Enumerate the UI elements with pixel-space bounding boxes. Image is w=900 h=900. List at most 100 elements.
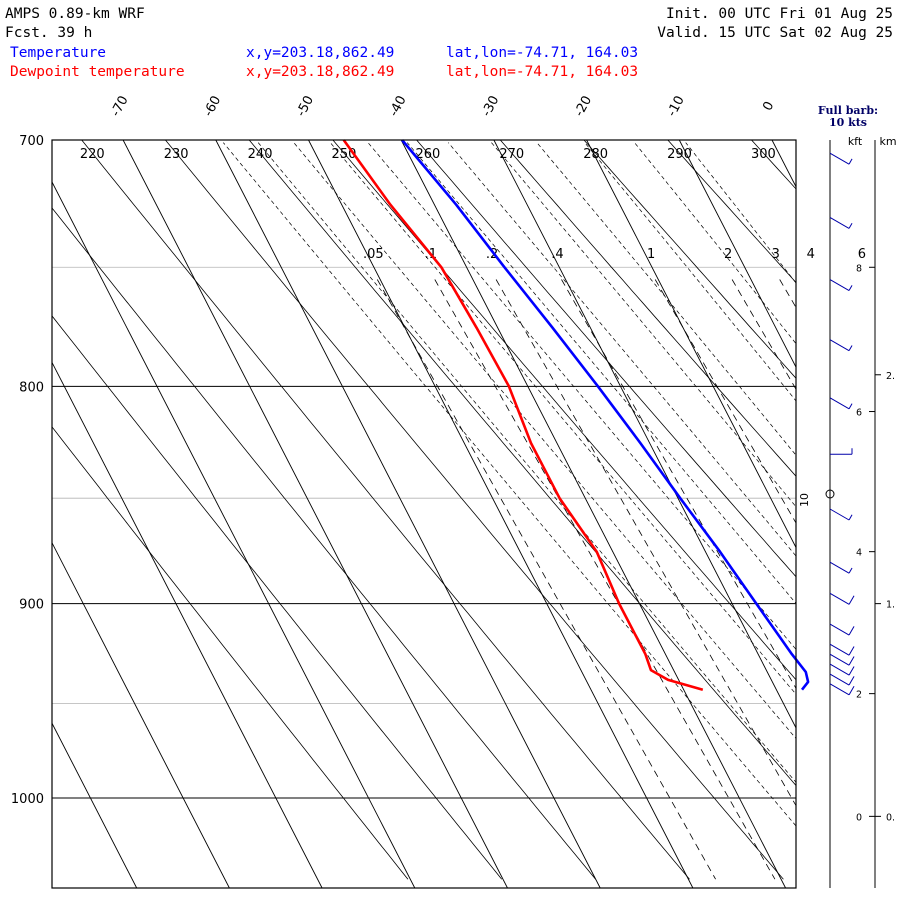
barb-flag bbox=[848, 158, 853, 165]
isotherm bbox=[586, 140, 796, 549]
wind-barb bbox=[829, 643, 855, 656]
mixing-ratio-line bbox=[815, 280, 900, 880]
barb-staff bbox=[829, 397, 850, 410]
mixing-ratio-label: 1 bbox=[647, 247, 655, 262]
isotherm bbox=[308, 140, 694, 888]
wind-barb bbox=[829, 216, 853, 229]
moist-adiabat bbox=[491, 142, 796, 508]
barb-flag bbox=[848, 567, 853, 574]
wind-barb bbox=[829, 508, 853, 521]
theta-label: 220 bbox=[80, 147, 105, 162]
mixing-ratio-line bbox=[561, 279, 796, 690]
barb-note-line1: Full barb: bbox=[818, 104, 878, 117]
dry-adiabat bbox=[332, 140, 796, 681]
barb-flag bbox=[848, 626, 855, 636]
moist-adiabat bbox=[257, 142, 796, 783]
wind-barb bbox=[829, 592, 855, 605]
init-time: Init. 00 UTC Fri 01 Aug 25 bbox=[666, 6, 893, 22]
pressure-label: 700 bbox=[19, 134, 44, 149]
barb-flag bbox=[848, 685, 855, 696]
dry-adiabat bbox=[52, 207, 596, 880]
legend-temperature-xy: x,y=203.18,862.49 bbox=[246, 45, 394, 61]
barb-staff bbox=[829, 561, 850, 574]
kft-label: 6 bbox=[856, 408, 862, 419]
dry-adiabat bbox=[81, 140, 690, 880]
isotherm bbox=[52, 181, 416, 888]
isotherm bbox=[0, 140, 44, 888]
dry-adiabat bbox=[248, 140, 796, 787]
mixing-ratio-label: 6 bbox=[858, 247, 866, 262]
wind-barb bbox=[829, 561, 853, 574]
dry-adiabat bbox=[52, 315, 503, 880]
isotherm-label: -30 bbox=[479, 93, 502, 119]
barb-flag bbox=[848, 403, 853, 410]
barb-flag bbox=[848, 222, 853, 229]
temperature-line bbox=[401, 139, 810, 691]
pressure-label: 900 bbox=[19, 598, 44, 613]
theta-label: 300 bbox=[751, 147, 776, 162]
wind-barb bbox=[829, 279, 853, 291]
isotherm-label: -10 bbox=[665, 93, 688, 119]
isotherm bbox=[52, 541, 230, 888]
isotherm-label: -50 bbox=[294, 93, 317, 119]
legend-temperature-name: Temperature bbox=[10, 45, 106, 61]
barb-staff bbox=[829, 508, 850, 521]
forecast-hour: Fcst. 39 h bbox=[5, 25, 92, 41]
km-label: 1. bbox=[886, 600, 895, 611]
moist-adiabat bbox=[367, 142, 796, 650]
barb-staff bbox=[829, 683, 850, 696]
wind-barb bbox=[829, 339, 853, 352]
isotherm bbox=[122, 140, 508, 888]
barb-flag bbox=[848, 285, 853, 291]
mixing-ratio-line bbox=[376, 279, 716, 880]
isotherm bbox=[771, 140, 796, 188]
barb-axis-note: 10 bbox=[798, 493, 811, 507]
wind-barbs: 10 bbox=[798, 140, 855, 888]
mixing-ratio-line bbox=[779, 279, 796, 309]
plot-frame bbox=[51, 139, 797, 889]
model-title: AMPS 0.89-km WRF bbox=[5, 6, 145, 22]
legend-temperature-latlon: lat,lon=-74.71, 164.03 bbox=[446, 45, 638, 61]
calm-circle bbox=[825, 489, 835, 499]
moist-adiabat bbox=[685, 142, 796, 284]
moist-adiabat bbox=[634, 142, 796, 345]
moist-adiabat bbox=[293, 142, 796, 740]
wind-barb bbox=[829, 152, 853, 165]
barb-flag bbox=[848, 666, 855, 676]
wind-barb bbox=[830, 448, 853, 455]
barb-staff bbox=[829, 653, 850, 666]
theta-label: 270 bbox=[499, 147, 524, 162]
kft-label: 4 bbox=[856, 548, 862, 559]
moist-adiabat bbox=[448, 142, 796, 557]
mixing-ratio-label: 4 bbox=[807, 247, 815, 262]
barb-note-line2: 10 kts bbox=[829, 116, 867, 129]
mixing-ratio-label: .4 bbox=[551, 247, 563, 262]
isotherm bbox=[400, 140, 786, 888]
km-label: 0. bbox=[886, 812, 895, 823]
barb-staff bbox=[829, 339, 850, 352]
isotherm-label: -40 bbox=[387, 93, 410, 119]
moist-adiabat bbox=[406, 142, 796, 604]
mixing-ratio-label: 3 bbox=[772, 247, 780, 262]
mixing-ratio-label: .2 bbox=[486, 247, 498, 262]
wind-barb bbox=[829, 653, 855, 666]
mixing-ratio-label: .05 bbox=[363, 247, 384, 262]
barb-staff bbox=[829, 279, 850, 291]
isotherm bbox=[52, 361, 323, 888]
barb-staff bbox=[829, 216, 850, 229]
barb-staff bbox=[829, 623, 850, 636]
kft-axis-label: kft bbox=[848, 135, 863, 148]
mixing-ratio-line bbox=[654, 279, 796, 524]
barb-staff bbox=[829, 152, 850, 165]
moist-adiabat bbox=[584, 142, 796, 402]
dry-adiabat bbox=[416, 140, 796, 578]
isotherm-label: -20 bbox=[572, 93, 595, 119]
wind-barb bbox=[829, 673, 855, 686]
mixing-ratio-line bbox=[434, 279, 776, 880]
dry-adiabat bbox=[583, 140, 796, 379]
isotherm bbox=[493, 140, 796, 729]
wind-barb bbox=[829, 623, 855, 636]
mixing-ratio-line bbox=[866, 280, 900, 880]
